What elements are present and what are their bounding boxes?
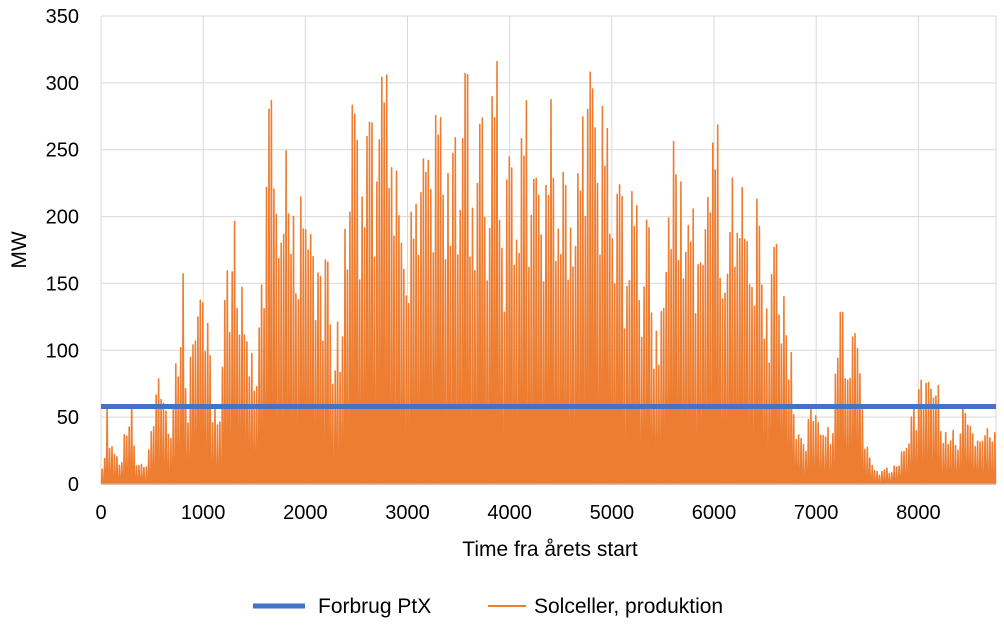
legend: Forbrug PtX Solceller, produktion	[253, 595, 723, 618]
y-tick-label: 250	[46, 140, 79, 162]
series-solceller-line	[100, 60, 997, 485]
x-tick-label: 7000	[794, 502, 839, 524]
x-tick-label: 6000	[692, 502, 737, 524]
y-tick-label: 0	[68, 474, 79, 496]
legend-label-forbrug-ptx: Forbrug PtX	[318, 595, 431, 618]
x-tick-label: 5000	[590, 502, 635, 524]
y-tick-label: 350	[46, 6, 79, 28]
x-tick-label: 4000	[487, 502, 532, 524]
y-tick-label: 50	[57, 407, 79, 429]
y-axis-title: MW	[8, 231, 31, 268]
y-tick-label: 300	[46, 73, 79, 95]
y-tick-label: 200	[46, 207, 79, 229]
legend-label-solceller: Solceller, produktion	[534, 595, 723, 618]
x-tick-label: 8000	[896, 502, 941, 524]
x-tick-label: 3000	[385, 502, 430, 524]
series-solceller	[100, 60, 997, 485]
x-axis-title: Time fra årets start	[462, 538, 638, 561]
axes: 0 50 100 150 200 250 300 350 0 1000 2000 3000 4000 50…	[46, 6, 996, 524]
x-tick-label: 0	[95, 502, 106, 524]
y-tick-label: 100	[46, 340, 79, 362]
x-tick-label: 1000	[181, 502, 226, 524]
y-tick-label: 150	[46, 273, 79, 295]
x-tick-label: 2000	[283, 502, 328, 524]
